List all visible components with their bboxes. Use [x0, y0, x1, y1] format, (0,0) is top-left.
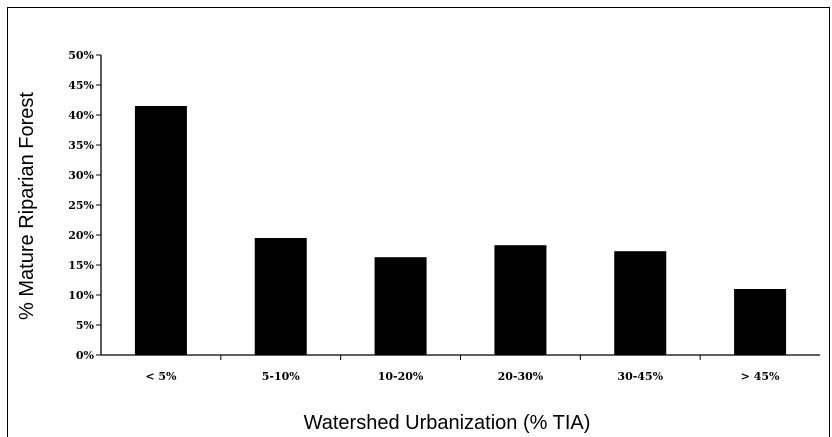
x-tick-label: > 45%	[741, 370, 780, 383]
chart-frame	[7, 7, 830, 437]
y-tick-label: 10%	[68, 289, 94, 302]
y-tick-label: 20%	[68, 229, 94, 242]
y-tick-labels: 0% 5% 10% 15% 20% 25% 30% 35% 40% 45% 50%	[68, 49, 94, 362]
y-axis-title: % Mature Riparian Forest	[16, 92, 38, 320]
y-tick-label: 35%	[68, 139, 94, 152]
x-tick-labels: < 5% 5-10% 10-20% 20-30% 30-45% > 45%	[145, 370, 780, 383]
x-tick-label: 5-10%	[262, 370, 301, 383]
bar	[734, 289, 787, 355]
bar	[134, 106, 187, 355]
y-tick-label: 0%	[76, 349, 95, 362]
y-tick-label: 30%	[68, 169, 94, 182]
y-tick-label: 50%	[68, 49, 94, 62]
axes-group	[96, 54, 820, 360]
y-tick-label: 40%	[68, 109, 94, 122]
bars-group	[134, 106, 787, 355]
y-tick-label: 15%	[68, 259, 94, 272]
x-axis-title: Watershed Urbanization (% TIA)	[304, 412, 591, 434]
x-tick-label: 20-30%	[498, 370, 544, 383]
bar	[374, 257, 427, 355]
x-tick-label: < 5%	[145, 370, 177, 383]
x-tick-label: 10-20%	[378, 370, 424, 383]
bar	[254, 238, 307, 355]
y-tick-label: 45%	[68, 79, 94, 92]
y-tick-label: 5%	[76, 319, 95, 332]
bar	[494, 245, 547, 355]
y-tick-label: 25%	[68, 199, 94, 212]
bar	[614, 251, 667, 355]
x-tick-label: 30-45%	[617, 370, 663, 383]
